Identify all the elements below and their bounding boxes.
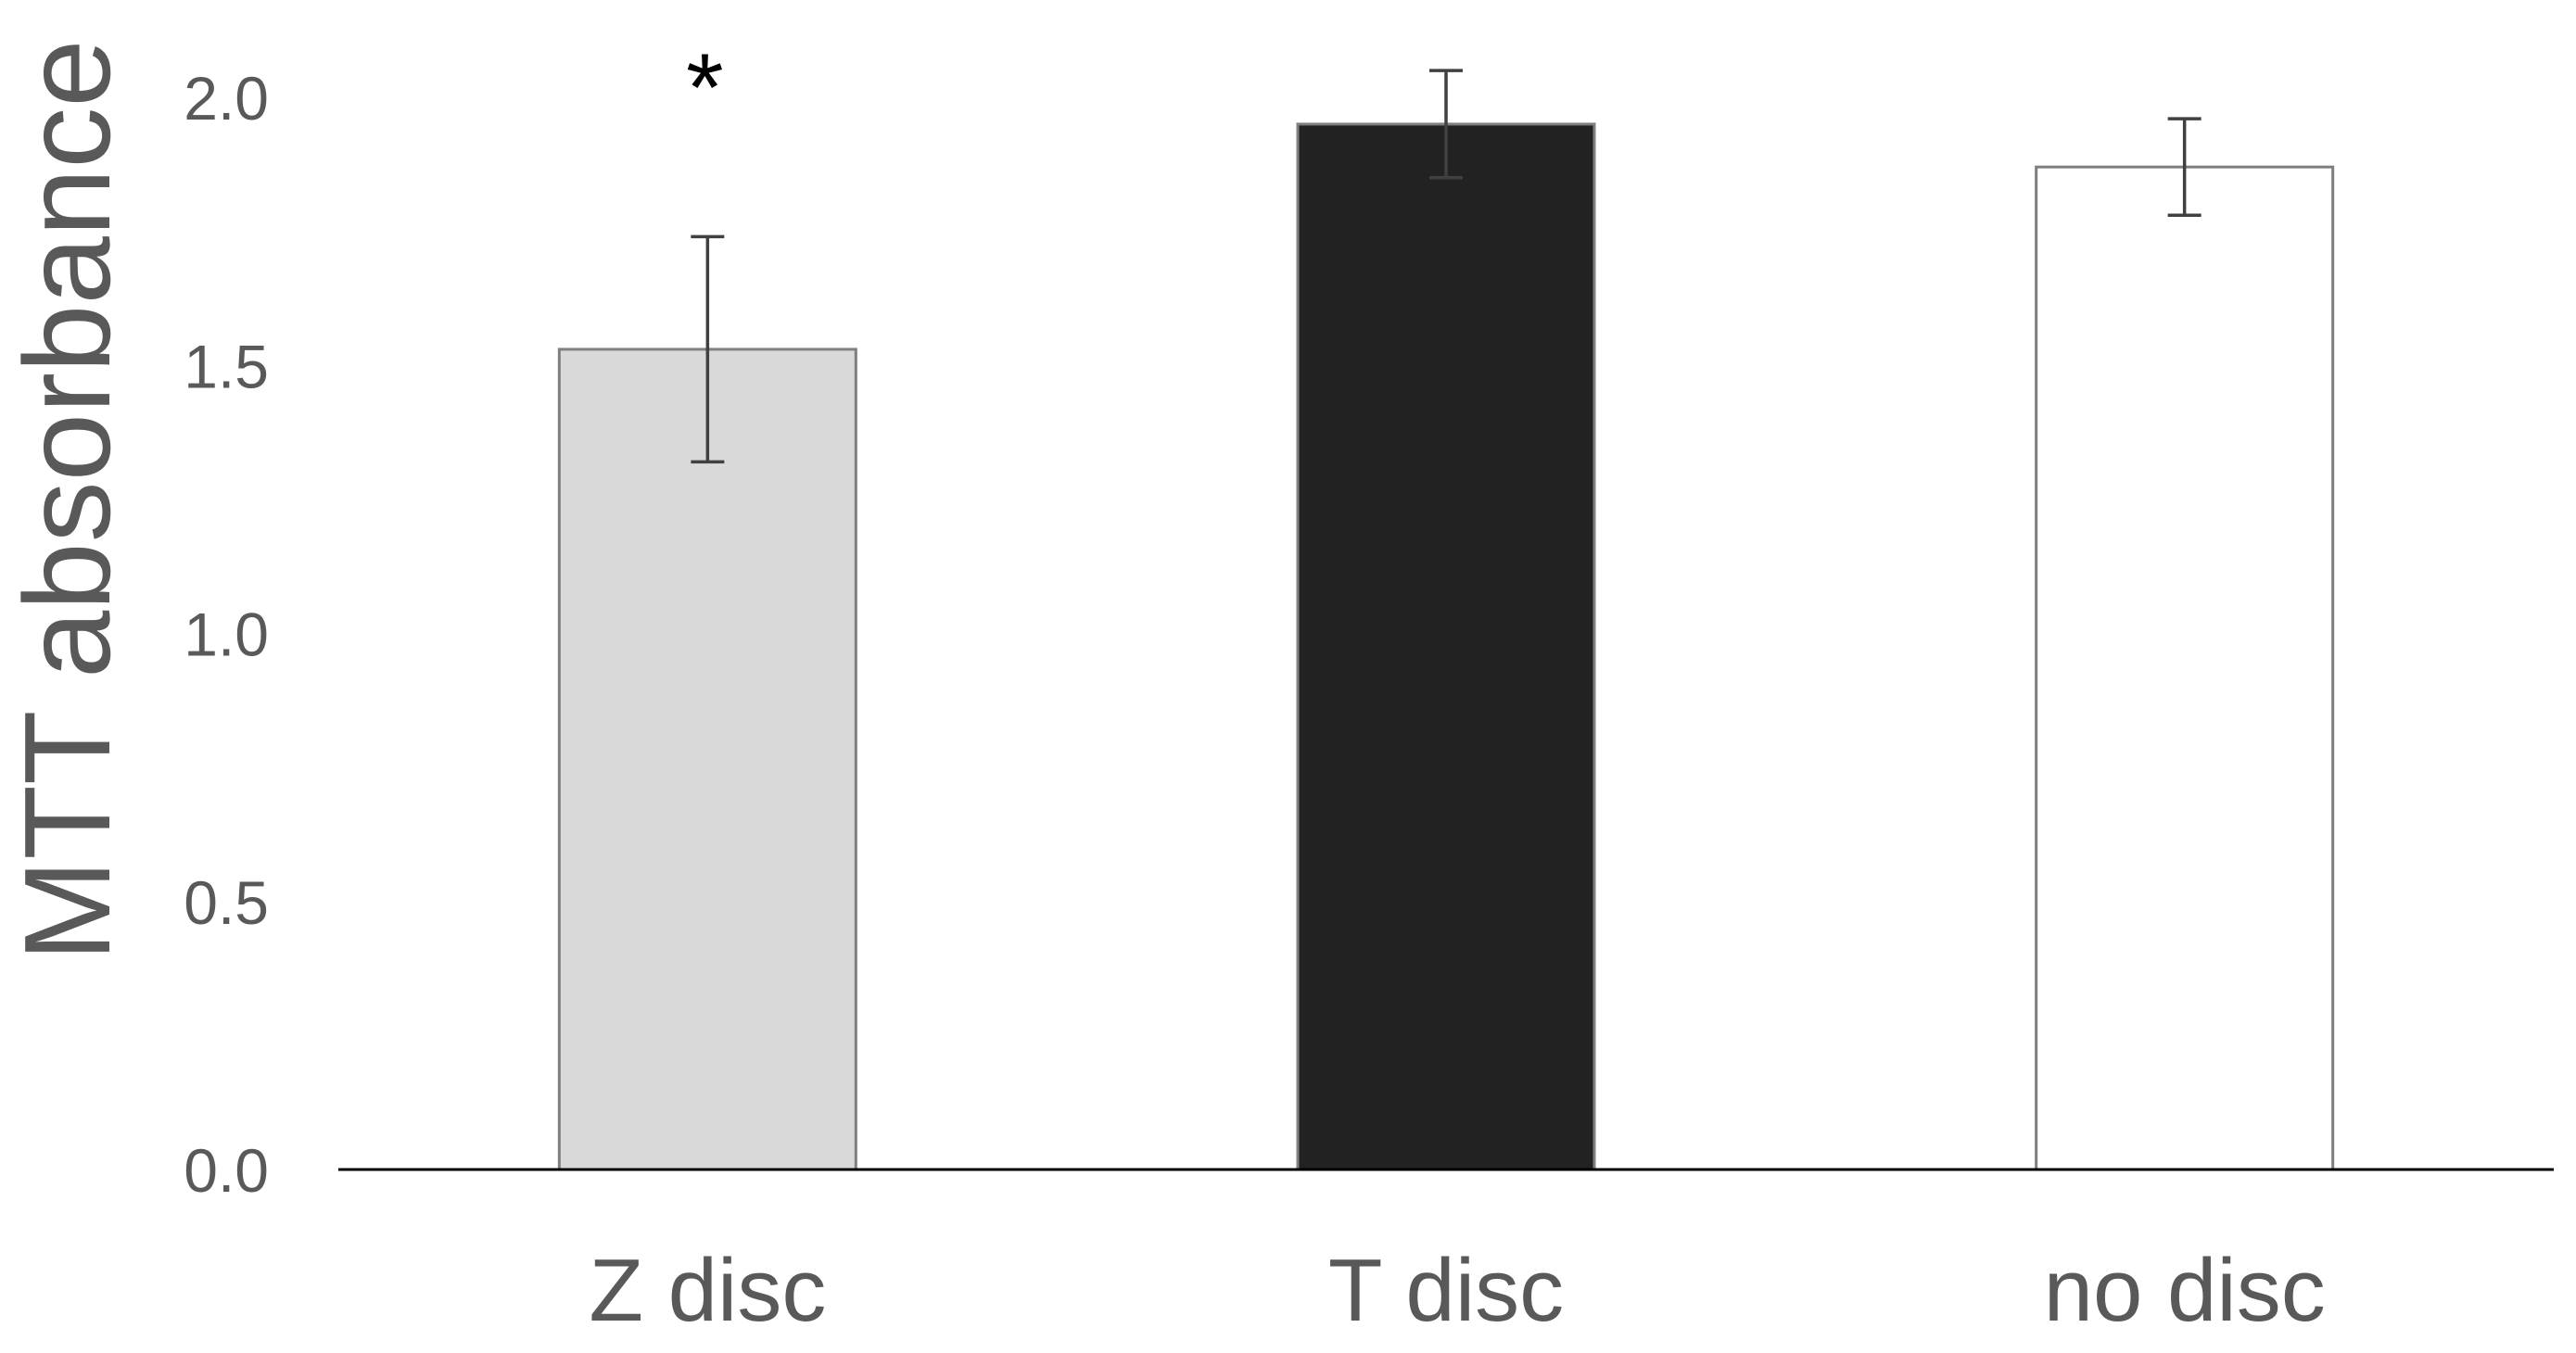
y-axis-label-group: MTT absorbance <box>0 39 135 961</box>
y-tick-label: 1.0 <box>184 601 269 669</box>
x-axis-tick-labels: Z disc T disc no disc <box>589 1241 2325 1340</box>
significance-marker: * <box>686 34 723 142</box>
x-tick-label: T disc <box>1328 1241 1564 1340</box>
y-axis-ticks: 0.0 0.5 1.0 1.5 2.0 <box>184 64 269 1205</box>
x-tick-label: no disc <box>2044 1241 2326 1340</box>
bar-z-disc <box>557 348 857 1171</box>
bars <box>557 122 2335 1171</box>
y-axis-label: MTT absorbance <box>0 39 135 961</box>
bar-t-disc <box>1296 122 1596 1171</box>
y-tick-label: 2.0 <box>184 64 269 133</box>
x-tick-label: Z disc <box>589 1241 826 1340</box>
annotations: * <box>686 34 723 142</box>
error-bars <box>691 69 2202 464</box>
y-tick-label: 0.0 <box>184 1136 269 1205</box>
y-tick-label: 1.5 <box>184 332 269 400</box>
bar-no-disc <box>2035 165 2335 1171</box>
y-tick-label: 0.5 <box>184 868 269 937</box>
